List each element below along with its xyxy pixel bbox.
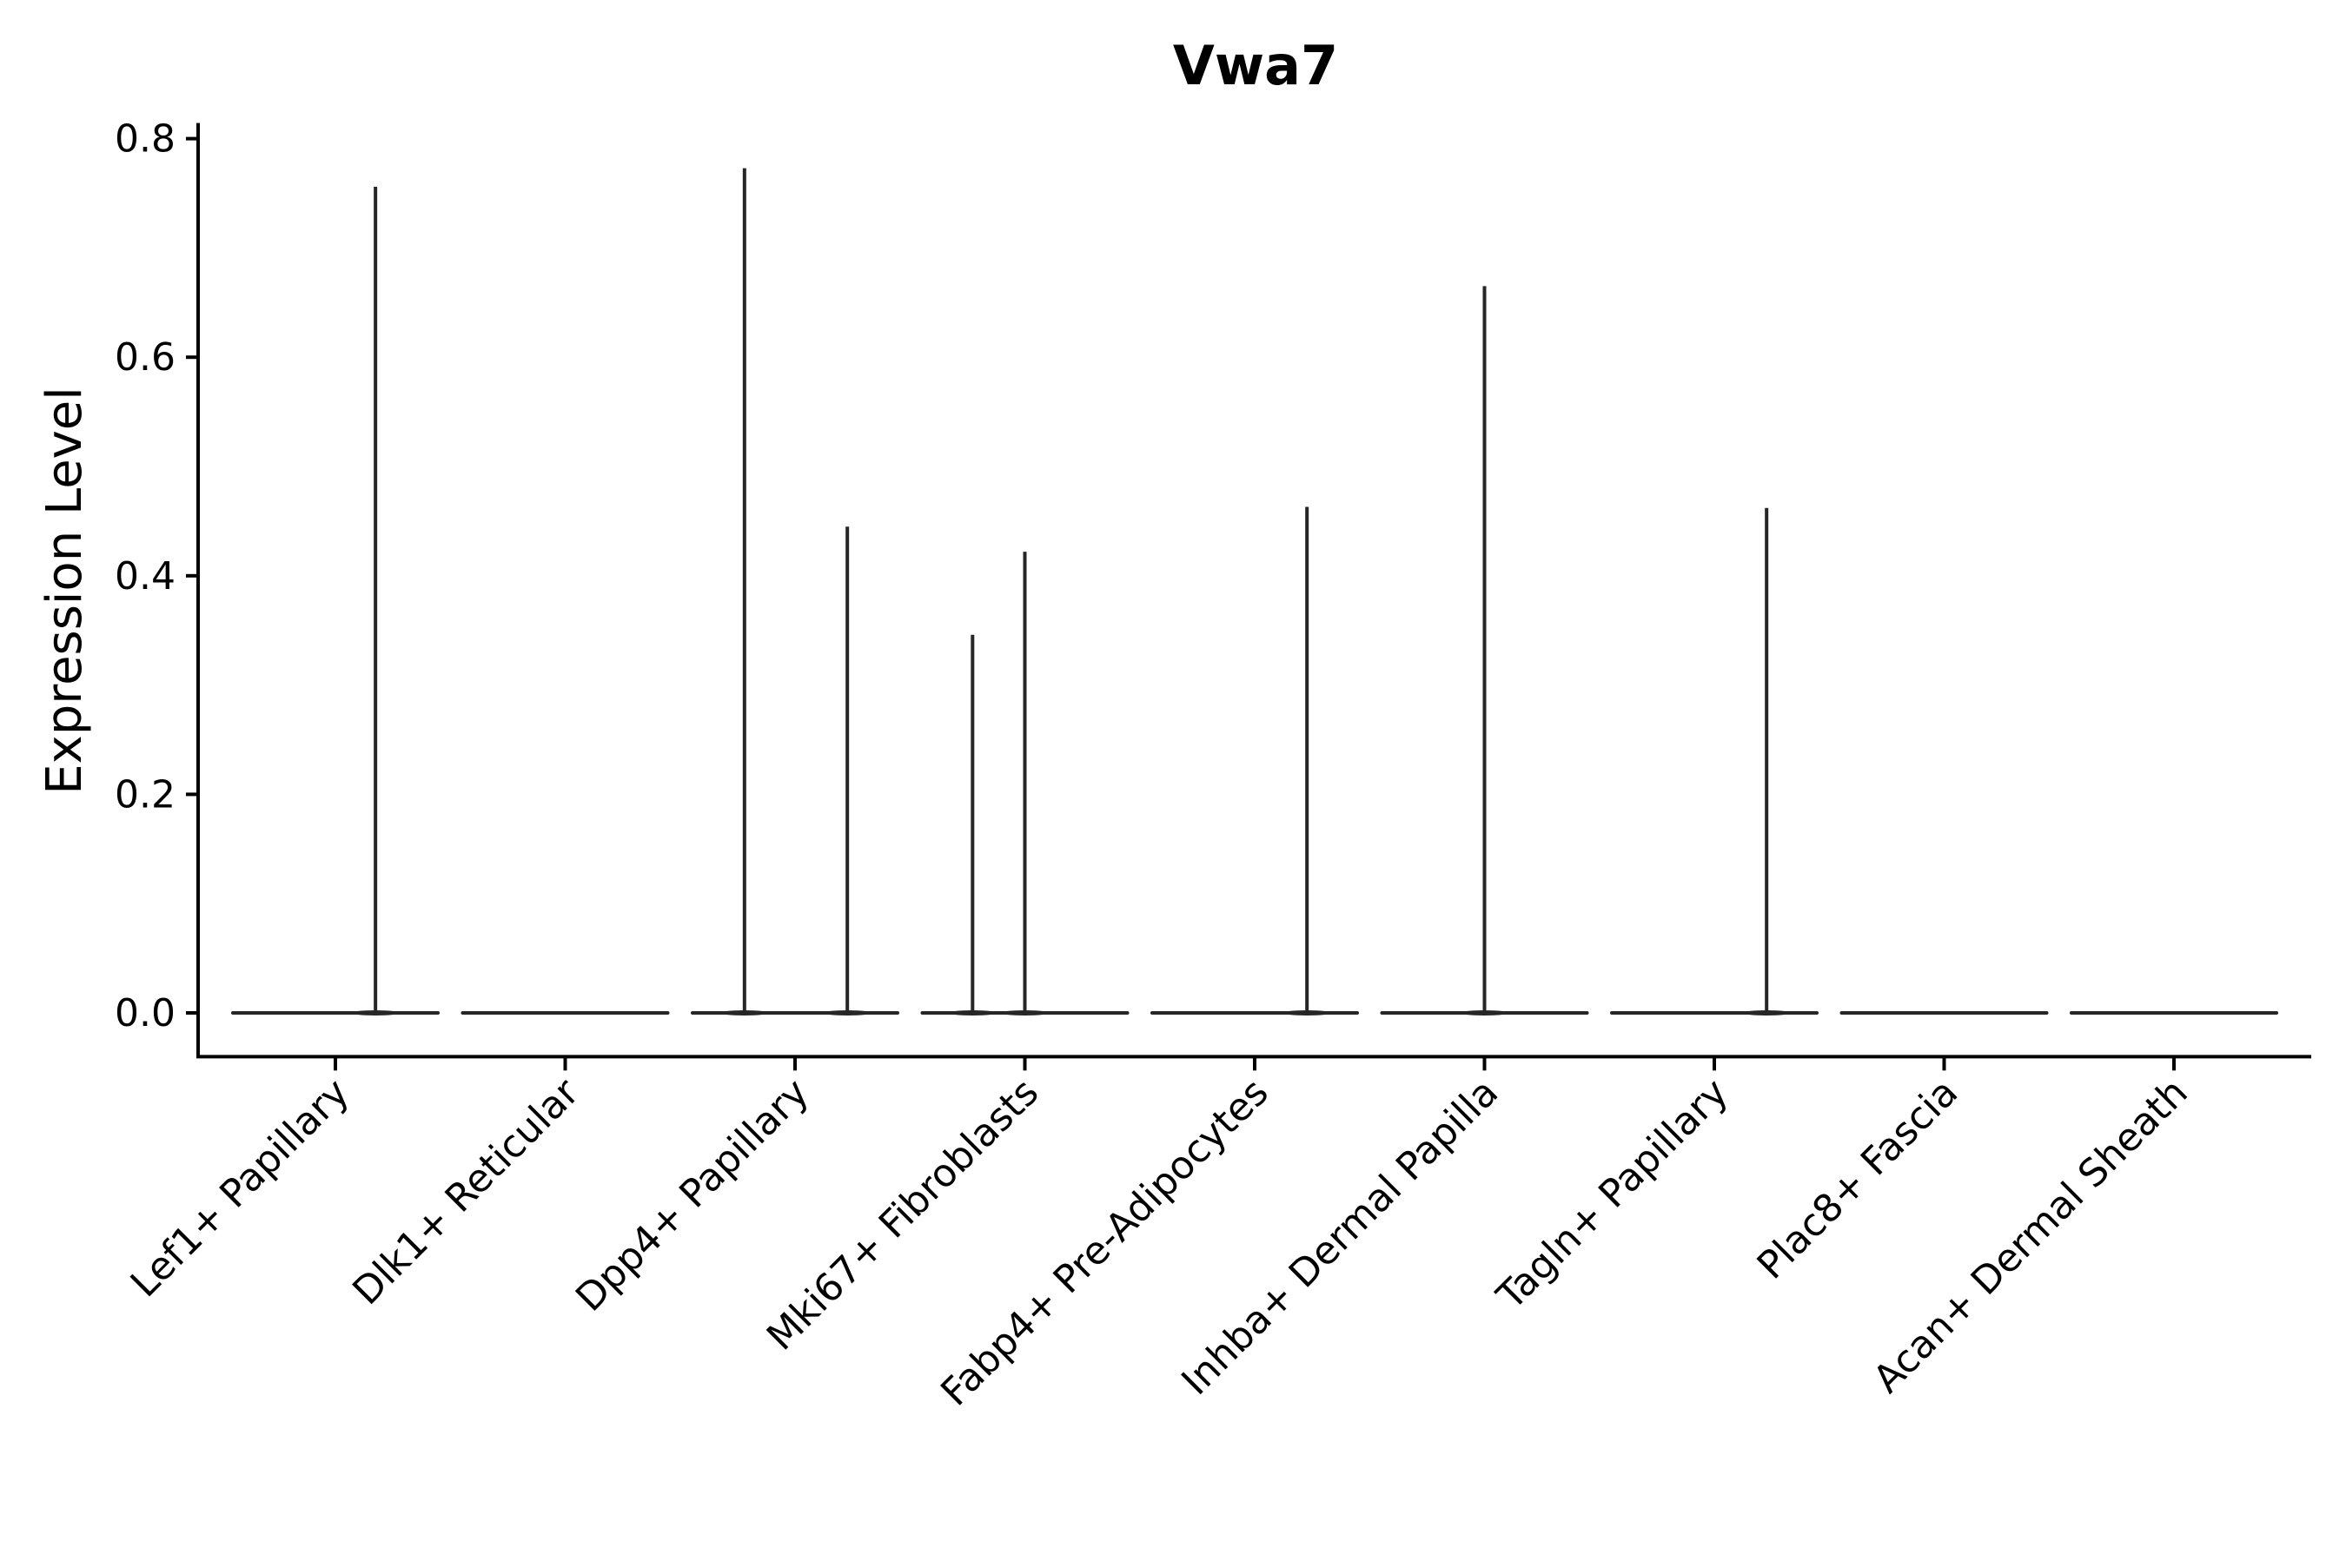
x-category-label: Plac8+ Fascia: [1749, 1070, 1967, 1288]
x-category-label: Tagln+ Papillary: [1488, 1070, 1737, 1319]
x-category-label: Dpp4+ Papillary: [567, 1070, 818, 1320]
violin-group: [231, 168, 2278, 1016]
y-tick-label: 0.8: [115, 117, 176, 162]
chart-title: Vwa7: [1173, 34, 1338, 97]
y-tick-label: 0.6: [115, 335, 176, 380]
x-category-label: Dlk1+ Reticular: [344, 1069, 588, 1313]
y-tick-label: 0.4: [115, 554, 176, 599]
violin-bulge-4-2: [1000, 1010, 1050, 1016]
violin-bulge-7-1: [1742, 1010, 1792, 1016]
violin-bulge-3-1: [719, 1010, 769, 1016]
y-tick-label: 0.2: [115, 772, 176, 817]
violin-bulge-5-1: [1282, 1010, 1332, 1016]
y-tick-label: 0.0: [115, 991, 176, 1035]
y-axis-title: Expression Level: [36, 387, 93, 795]
violin-bulge-3-2: [823, 1010, 872, 1016]
violin-bulge-6-1: [1460, 1010, 1509, 1016]
violin-bulge-4-1: [948, 1010, 997, 1016]
y-ticks-group: 0.0 0.2 0.4 0.6 0.8: [115, 117, 198, 1035]
x-category-label: Lef1+ Papillary: [123, 1070, 358, 1306]
violin-bulge-1-1: [351, 1010, 401, 1016]
axes-group: [196, 122, 2311, 1059]
